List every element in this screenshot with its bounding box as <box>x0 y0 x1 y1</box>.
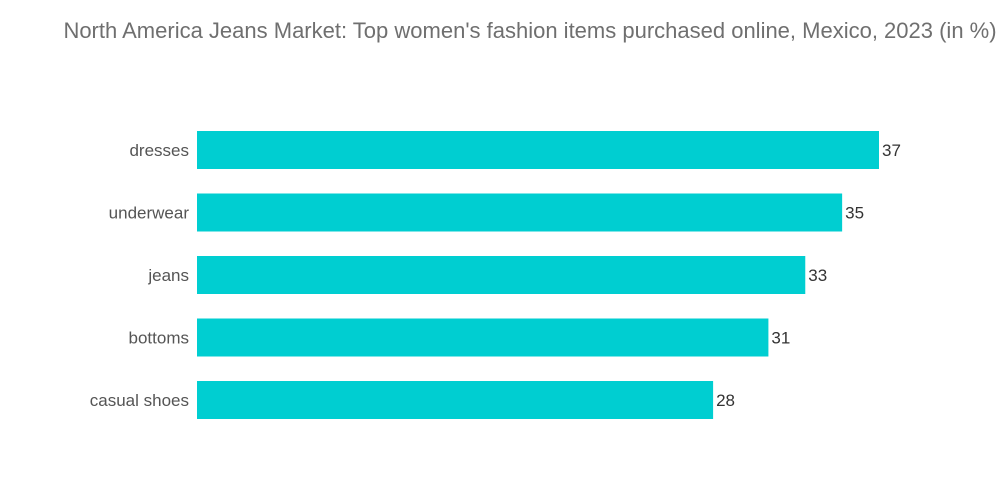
value-label: 37 <box>882 141 901 160</box>
category-label: jeans <box>147 266 189 285</box>
category-label: underwear <box>109 204 190 223</box>
value-label: 31 <box>771 329 790 348</box>
bar-bottoms <box>197 318 769 357</box>
bar-dresses <box>197 131 879 169</box>
value-label: 35 <box>845 204 864 223</box>
category-label: dresses <box>129 141 189 160</box>
category-label: bottoms <box>129 329 189 348</box>
category-label: casual shoes <box>90 391 189 410</box>
bar-jeans <box>197 256 806 294</box>
bar-underwear <box>197 193 843 232</box>
value-label: 28 <box>716 391 735 410</box>
bar-casual-shoes <box>197 381 714 419</box>
value-label: 33 <box>808 266 827 285</box>
chart-title: North America Jeans Market: Top women's … <box>63 18 997 43</box>
